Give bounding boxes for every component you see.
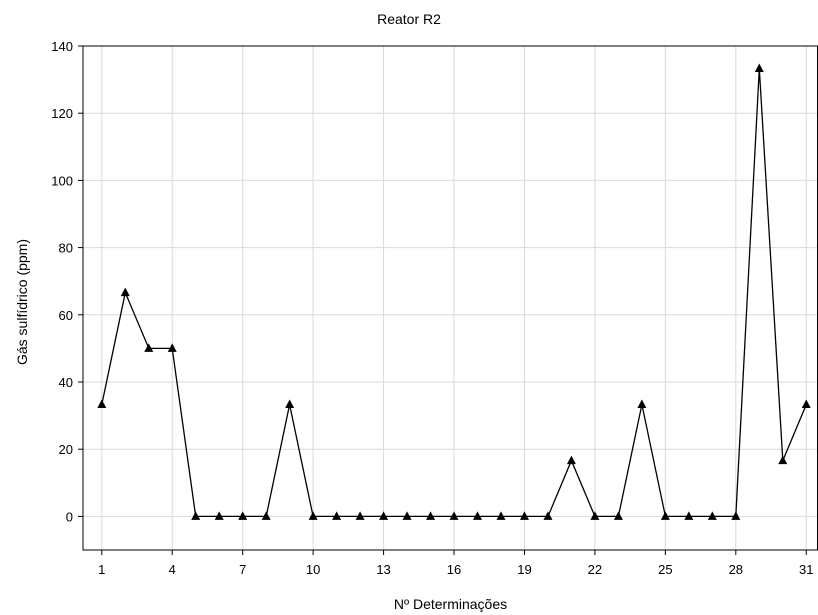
data-point-triangle <box>261 511 271 520</box>
data-point-triangle <box>684 511 694 520</box>
x-tick-label: 31 <box>799 562 813 577</box>
data-point-triangle <box>308 511 318 520</box>
data-point-triangle <box>778 455 788 465</box>
data-point-triangle <box>120 287 130 297</box>
chart-title: Reator R2 <box>377 11 441 27</box>
data-point-triangle <box>238 511 248 520</box>
data-point-triangle <box>566 455 576 465</box>
y-tick-label: 80 <box>59 241 73 256</box>
data-point-triangle <box>496 511 506 520</box>
data-point-triangle <box>637 399 647 409</box>
data-point-triangle <box>519 511 529 520</box>
data-point-triangle <box>355 511 365 520</box>
x-tick-label: 1 <box>98 562 105 577</box>
data-point-triangle <box>473 511 483 520</box>
y-tick-label: 140 <box>51 39 73 54</box>
y-tick-label: 120 <box>51 106 73 121</box>
data-point-triangle <box>402 511 412 520</box>
data-point-triangle <box>214 511 224 520</box>
data-point-triangle <box>426 511 436 520</box>
y-tick-label: 40 <box>59 375 73 390</box>
x-tick-label: 4 <box>169 562 176 577</box>
x-tick-label: 7 <box>239 562 246 577</box>
y-tick-label: 0 <box>66 509 73 524</box>
x-tick-label: 28 <box>729 562 743 577</box>
data-point-triangle <box>167 343 177 352</box>
data-point-triangle <box>660 511 670 520</box>
data-point-triangle <box>590 511 600 520</box>
x-tick-label: 10 <box>306 562 320 577</box>
x-tick-label: 19 <box>517 562 531 577</box>
x-tick-label: 16 <box>447 562 461 577</box>
data-point-triangle <box>379 511 389 520</box>
data-point-triangle <box>144 343 154 352</box>
data-point-triangle <box>97 399 107 409</box>
x-axis-label: Nº Determinações <box>393 596 508 612</box>
y-tick-label: 20 <box>59 442 73 457</box>
x-tick-label: 13 <box>376 562 390 577</box>
data-point-triangle <box>801 399 811 409</box>
data-point-triangle <box>285 399 295 409</box>
data-point-triangle <box>191 511 201 520</box>
y-axis-label: Gás sulfídrico (ppm) <box>14 238 30 366</box>
data-point-triangle <box>731 511 741 520</box>
data-point-triangle <box>449 511 459 520</box>
plot-frame <box>82 45 818 551</box>
data-point-triangle <box>543 511 553 520</box>
y-tick-label: 60 <box>59 308 73 323</box>
x-tick-label: 22 <box>588 562 602 577</box>
data-point-triangle <box>613 511 623 520</box>
data-point-triangle <box>332 511 342 520</box>
data-point-triangle <box>707 511 717 520</box>
y-tick-label: 100 <box>51 173 73 188</box>
x-tick-label: 25 <box>658 562 672 577</box>
data-point-triangle <box>754 63 764 73</box>
